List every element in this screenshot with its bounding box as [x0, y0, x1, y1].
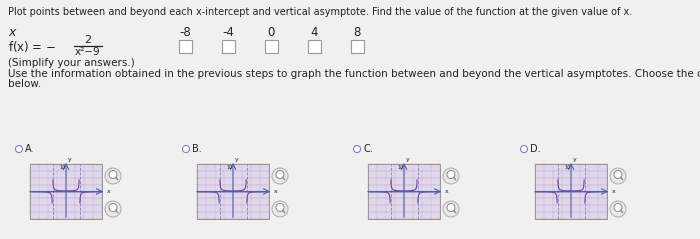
Circle shape	[15, 146, 22, 152]
Bar	[178, 39, 192, 53]
Circle shape	[272, 201, 288, 217]
Text: below.: below.	[8, 79, 41, 89]
Text: Plot points between and beyond each x-intercept and vertical asymptote. Find the: Plot points between and beyond each x-in…	[8, 7, 632, 17]
Circle shape	[183, 146, 190, 152]
Bar	[30, 164, 102, 219]
Circle shape	[109, 203, 117, 212]
Text: y: y	[405, 158, 409, 163]
Bar	[197, 164, 269, 219]
Text: (Simplify your answers.): (Simplify your answers.)	[8, 58, 134, 68]
Text: y: y	[573, 158, 576, 163]
Circle shape	[614, 203, 622, 212]
Text: A.: A.	[25, 144, 34, 154]
Text: 2: 2	[85, 35, 92, 45]
Circle shape	[272, 168, 288, 184]
Text: x: x	[612, 189, 616, 194]
Text: C.: C.	[363, 144, 372, 154]
Bar	[265, 39, 277, 53]
Bar	[351, 39, 363, 53]
Text: 8: 8	[354, 26, 360, 38]
Circle shape	[614, 170, 622, 179]
Circle shape	[105, 201, 121, 217]
Text: x: x	[445, 189, 449, 194]
Circle shape	[105, 168, 121, 184]
Circle shape	[109, 170, 117, 179]
Circle shape	[276, 170, 284, 179]
Text: x: x	[107, 189, 111, 194]
Circle shape	[443, 201, 459, 217]
Text: x²−9: x²−9	[75, 47, 101, 57]
Bar	[221, 39, 234, 53]
Text: 10: 10	[564, 165, 570, 170]
Circle shape	[443, 168, 459, 184]
Circle shape	[610, 201, 626, 217]
Text: f(x) = $-$: f(x) = $-$	[8, 38, 56, 54]
Circle shape	[447, 203, 455, 212]
Circle shape	[354, 146, 360, 152]
Text: x: x	[274, 189, 278, 194]
Circle shape	[521, 146, 528, 152]
Text: 10: 10	[397, 165, 403, 170]
Text: -8: -8	[179, 26, 191, 38]
Text: 10: 10	[226, 165, 232, 170]
Text: 4: 4	[310, 26, 318, 38]
Text: x: x	[8, 26, 15, 38]
Text: 0: 0	[267, 26, 274, 38]
Text: y: y	[67, 158, 71, 163]
Bar	[535, 164, 607, 219]
Text: B.: B.	[192, 144, 202, 154]
Text: -4: -4	[222, 26, 234, 38]
Bar	[307, 39, 321, 53]
Text: Use the information obtained in the previous steps to graph the function between: Use the information obtained in the prev…	[8, 69, 700, 79]
Text: y: y	[234, 158, 238, 163]
Text: D.: D.	[530, 144, 540, 154]
Text: 10: 10	[59, 165, 65, 170]
Bar	[368, 164, 440, 219]
Circle shape	[447, 170, 455, 179]
Circle shape	[610, 168, 626, 184]
Circle shape	[276, 203, 284, 212]
